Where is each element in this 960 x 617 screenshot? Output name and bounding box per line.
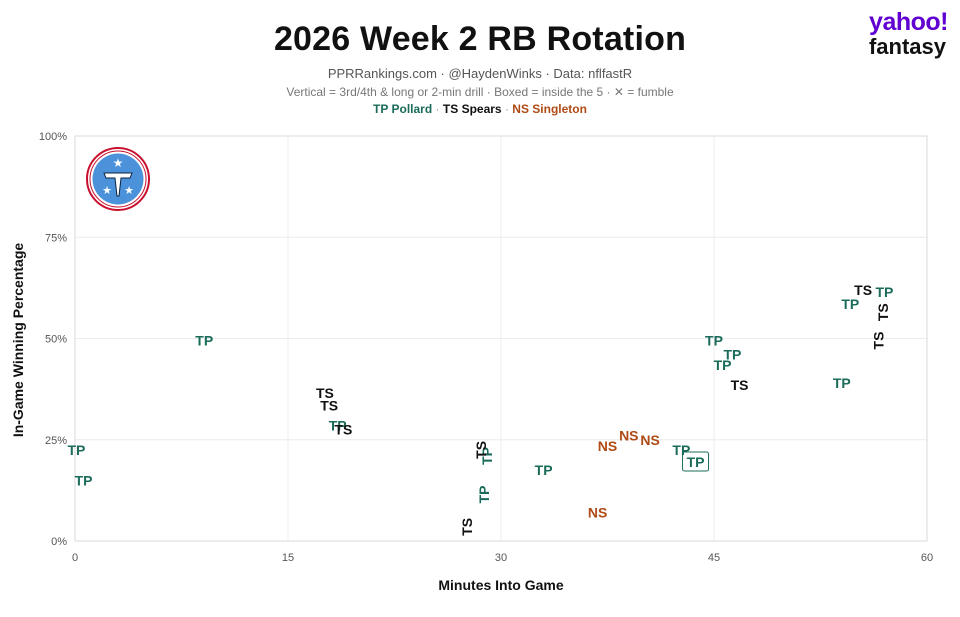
point-label: TS <box>334 422 352 438</box>
point-ts: TS <box>731 377 749 393</box>
point-label: NS <box>598 438 617 454</box>
point-label: TP <box>67 442 85 458</box>
point-tp: TP <box>705 333 723 349</box>
svg-text:★: ★ <box>124 184 134 197</box>
point-tp: TP <box>476 485 492 503</box>
point-ts: TS <box>316 385 334 401</box>
point-label: TS <box>875 303 891 321</box>
y-tick-label: 50% <box>45 334 67 346</box>
y-tick-label: 100% <box>39 131 67 143</box>
point-label: TP <box>672 442 690 458</box>
point-label: TS <box>316 385 334 401</box>
chart-note: Vertical = 3rd/4th & long or 2-min drill… <box>286 85 674 99</box>
point-tp: TP <box>329 418 347 434</box>
plot-frame <box>74 135 928 542</box>
point-ts: TS <box>875 303 891 321</box>
point-ts: TS <box>320 397 338 413</box>
point-label: TP <box>841 296 859 312</box>
y-axis-label: In-Game Winning Percentage <box>10 242 26 438</box>
point-label: TP <box>535 462 553 478</box>
x-tick-label: 45 <box>708 552 720 564</box>
x-tick-label: 15 <box>282 552 294 564</box>
chart-title: 2026 Week 2 RB Rotation <box>273 20 687 58</box>
point-label: TP <box>705 333 723 349</box>
point-tp: TP <box>714 357 732 373</box>
point-ts: TS <box>459 518 475 536</box>
point-label: TP <box>724 347 742 363</box>
point-label: TS <box>320 397 338 413</box>
y-tick-label: 0% <box>51 536 67 548</box>
titans-logo-icon: ★ ★ ★ <box>86 147 150 211</box>
point-ts: TS <box>854 282 872 298</box>
brand-line-2: fantasy <box>868 34 946 59</box>
point-tp: TP <box>682 451 710 472</box>
point-label: TP <box>195 333 213 349</box>
brand-line-1: yahoo! <box>869 8 948 36</box>
legend-item-ns: NS Singleton <box>512 102 587 116</box>
chart-subtitle: PPRRankings.com · @HaydenWinks · Data: n… <box>327 66 633 81</box>
point-label: NS <box>619 428 638 444</box>
svg-text:★: ★ <box>102 184 112 197</box>
inside-five-box <box>682 451 710 472</box>
point-ts: TS <box>871 332 887 350</box>
point-tp: TP <box>67 442 85 458</box>
point-tp: TP <box>841 296 859 312</box>
point-ns: NS <box>598 438 617 454</box>
x-tick-label: 0 <box>72 552 78 564</box>
point-label: TS <box>854 282 872 298</box>
point-tp: TP <box>875 284 893 300</box>
axis-ticks: 0 15 30 45 60 0% 25% 50% 75% 100% <box>39 131 933 564</box>
point-label: NS <box>640 432 659 448</box>
point-label: TS <box>473 441 489 459</box>
point-tp: TP <box>195 333 213 349</box>
point-label: TS <box>459 518 475 536</box>
point-ns: NS <box>619 428 638 444</box>
point-tp: TP <box>672 442 690 458</box>
point-ts: TS <box>334 422 352 438</box>
y-tick-label: 75% <box>45 232 67 244</box>
x-axis-label: Minutes Into Game <box>438 577 564 593</box>
point-label: TP <box>75 472 93 488</box>
legend-item-ts: TS Spears <box>442 102 502 116</box>
point-ts: TS <box>473 441 489 459</box>
point-ns: NS <box>588 505 607 521</box>
point-label: TS <box>731 377 749 393</box>
y-tick-label: 25% <box>45 435 67 447</box>
point-label: TP <box>875 284 893 300</box>
point-label: TP <box>479 447 495 465</box>
svg-text:★: ★ <box>113 156 124 170</box>
point-label: TP <box>714 357 732 373</box>
legend-item-tp: TP Pollard <box>373 102 433 116</box>
point-tp: TP <box>833 375 851 391</box>
data-points: TPTPTPTPTPTPTPTPTPTPTPTPTPTPTPTSTSTSTSTS… <box>67 282 893 536</box>
x-tick-label: 60 <box>921 552 933 564</box>
yahoo-fantasy-logo: yahoo! fantasy <box>868 8 949 59</box>
point-tp: TP <box>724 347 742 363</box>
point-label: TS <box>871 332 887 350</box>
point-tp: TP <box>535 462 553 478</box>
point-label: NS <box>588 505 607 521</box>
point-label: TP <box>476 485 492 503</box>
point-label: TP <box>833 375 851 391</box>
point-ns: NS <box>640 432 659 448</box>
x-tick-label: 30 <box>495 552 507 564</box>
point-label: TP <box>687 454 705 470</box>
point-tp: TP <box>479 447 495 465</box>
point-label: TP <box>329 418 347 434</box>
legend: TP Pollard · TS Spears · NS Singleton <box>373 102 587 116</box>
point-tp: TP <box>75 472 93 488</box>
